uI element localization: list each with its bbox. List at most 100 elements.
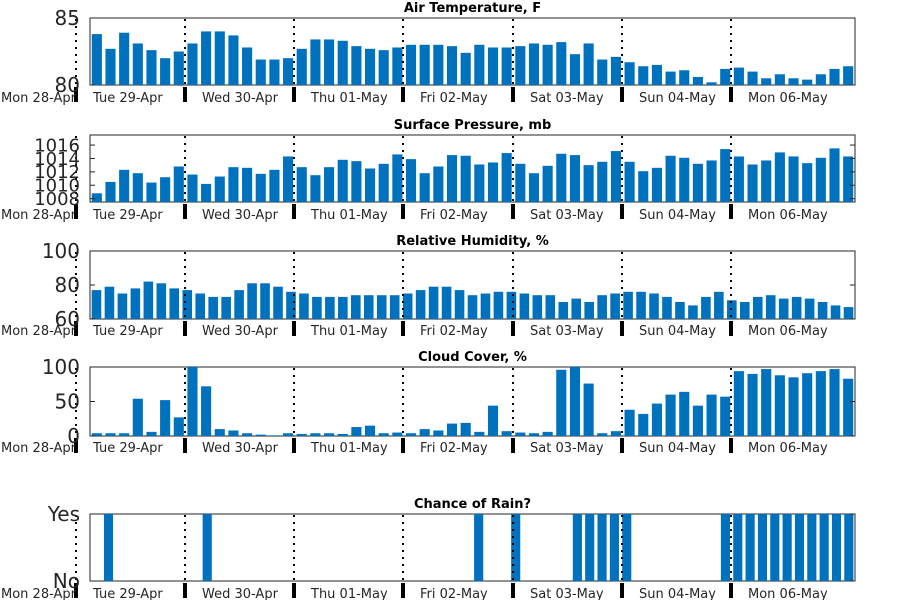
- bar: [296, 48, 307, 85]
- bar: [389, 295, 400, 319]
- day-tick-label: Wed 30-Apr: [202, 587, 279, 600]
- bar: [415, 290, 426, 319]
- day-tick-label: Tue 29-Apr: [92, 587, 163, 600]
- day-tick-mark: [74, 438, 78, 453]
- day-tick-label: Sat 03-May: [530, 324, 604, 339]
- chart-title: Relative Humidity, %: [396, 234, 549, 249]
- y-tick-label: 1010: [34, 176, 80, 197]
- day-tick-mark: [74, 583, 78, 598]
- day-tick-label: Mon 28-Apr: [1, 208, 77, 223]
- bar: [807, 514, 817, 581]
- bar: [474, 44, 485, 85]
- bar: [324, 167, 335, 202]
- bar: [679, 157, 690, 202]
- bar: [310, 39, 321, 85]
- bar: [337, 159, 348, 202]
- day-tick-label: Sun 04-May: [639, 208, 716, 223]
- bar: [324, 433, 335, 436]
- bar: [255, 173, 266, 202]
- bar: [214, 31, 225, 85]
- bar: [493, 291, 504, 319]
- day-tick-label: Mon 06-May: [748, 441, 828, 456]
- day-tick-mark: [620, 583, 624, 598]
- bar: [201, 183, 212, 202]
- bar: [597, 514, 607, 581]
- day-tick-mark: [292, 87, 296, 102]
- bar: [788, 377, 799, 436]
- bar: [569, 155, 581, 202]
- day-tick-mark: [401, 87, 405, 102]
- bar: [706, 160, 717, 202]
- bar: [692, 163, 703, 202]
- bar: [283, 156, 294, 202]
- day-tick-label: Fri 02-May: [420, 441, 488, 456]
- day-tick-label: Sat 03-May: [530, 208, 604, 223]
- bar: [269, 59, 280, 85]
- bar: [778, 298, 789, 319]
- bar: [146, 182, 157, 202]
- bar: [378, 433, 389, 436]
- bar: [597, 433, 608, 436]
- bar: [273, 286, 283, 319]
- bar: [679, 70, 690, 85]
- bar: [242, 433, 253, 436]
- bar: [788, 156, 799, 202]
- bar: [610, 431, 621, 436]
- day-tick-label: Wed 30-Apr: [202, 324, 279, 339]
- day-tick-label: Fri 02-May: [420, 208, 488, 223]
- bar: [195, 293, 205, 319]
- day-tick-label: Sun 04-May: [639, 91, 716, 106]
- bar: [770, 514, 780, 581]
- bar: [610, 56, 621, 85]
- bar: [201, 386, 212, 436]
- bar: [733, 67, 744, 85]
- bar: [419, 429, 430, 436]
- bar: [665, 394, 676, 436]
- day-tick-label: Mon 28-Apr: [1, 324, 77, 339]
- bar: [752, 296, 763, 319]
- bar: [706, 394, 717, 436]
- bar: [392, 47, 403, 85]
- bar: [91, 290, 102, 319]
- bar: [364, 48, 376, 85]
- bar: [187, 367, 198, 436]
- day-tick-mark: [511, 321, 515, 336]
- bar: [310, 175, 321, 202]
- bar: [105, 48, 116, 85]
- bar: [556, 369, 567, 436]
- bar: [528, 433, 540, 436]
- bar: [351, 427, 362, 436]
- bar: [774, 375, 785, 436]
- day-tick-label: Wed 30-Apr: [202, 208, 279, 223]
- bar: [558, 302, 569, 319]
- bar: [804, 298, 815, 319]
- day-tick-mark: [620, 438, 624, 453]
- bar: [351, 295, 361, 319]
- bar: [255, 59, 266, 85]
- day-tick-mark: [183, 87, 187, 102]
- bar: [610, 151, 621, 202]
- bar: [542, 431, 553, 436]
- chart-title: Chance of Rain?: [414, 497, 531, 512]
- bar: [597, 295, 607, 319]
- bar: [160, 58, 171, 85]
- bar: [364, 425, 376, 436]
- bar: [173, 417, 184, 436]
- bar: [363, 295, 374, 319]
- day-tick-label: Mon 06-May: [748, 587, 828, 600]
- bar: [815, 157, 826, 202]
- bar: [501, 431, 512, 436]
- bar: [119, 169, 130, 202]
- y-tick-label: No: [53, 569, 80, 593]
- bar: [286, 291, 296, 319]
- bar: [831, 514, 842, 581]
- bar: [325, 296, 335, 319]
- bar: [843, 378, 854, 436]
- day-tick-mark: [401, 583, 405, 598]
- bar: [337, 40, 348, 85]
- y-tick-label: 100: [42, 239, 80, 263]
- day-tick-label: Sun 04-May: [639, 587, 716, 600]
- bar: [419, 173, 430, 202]
- bar: [310, 433, 321, 436]
- bar: [182, 290, 193, 319]
